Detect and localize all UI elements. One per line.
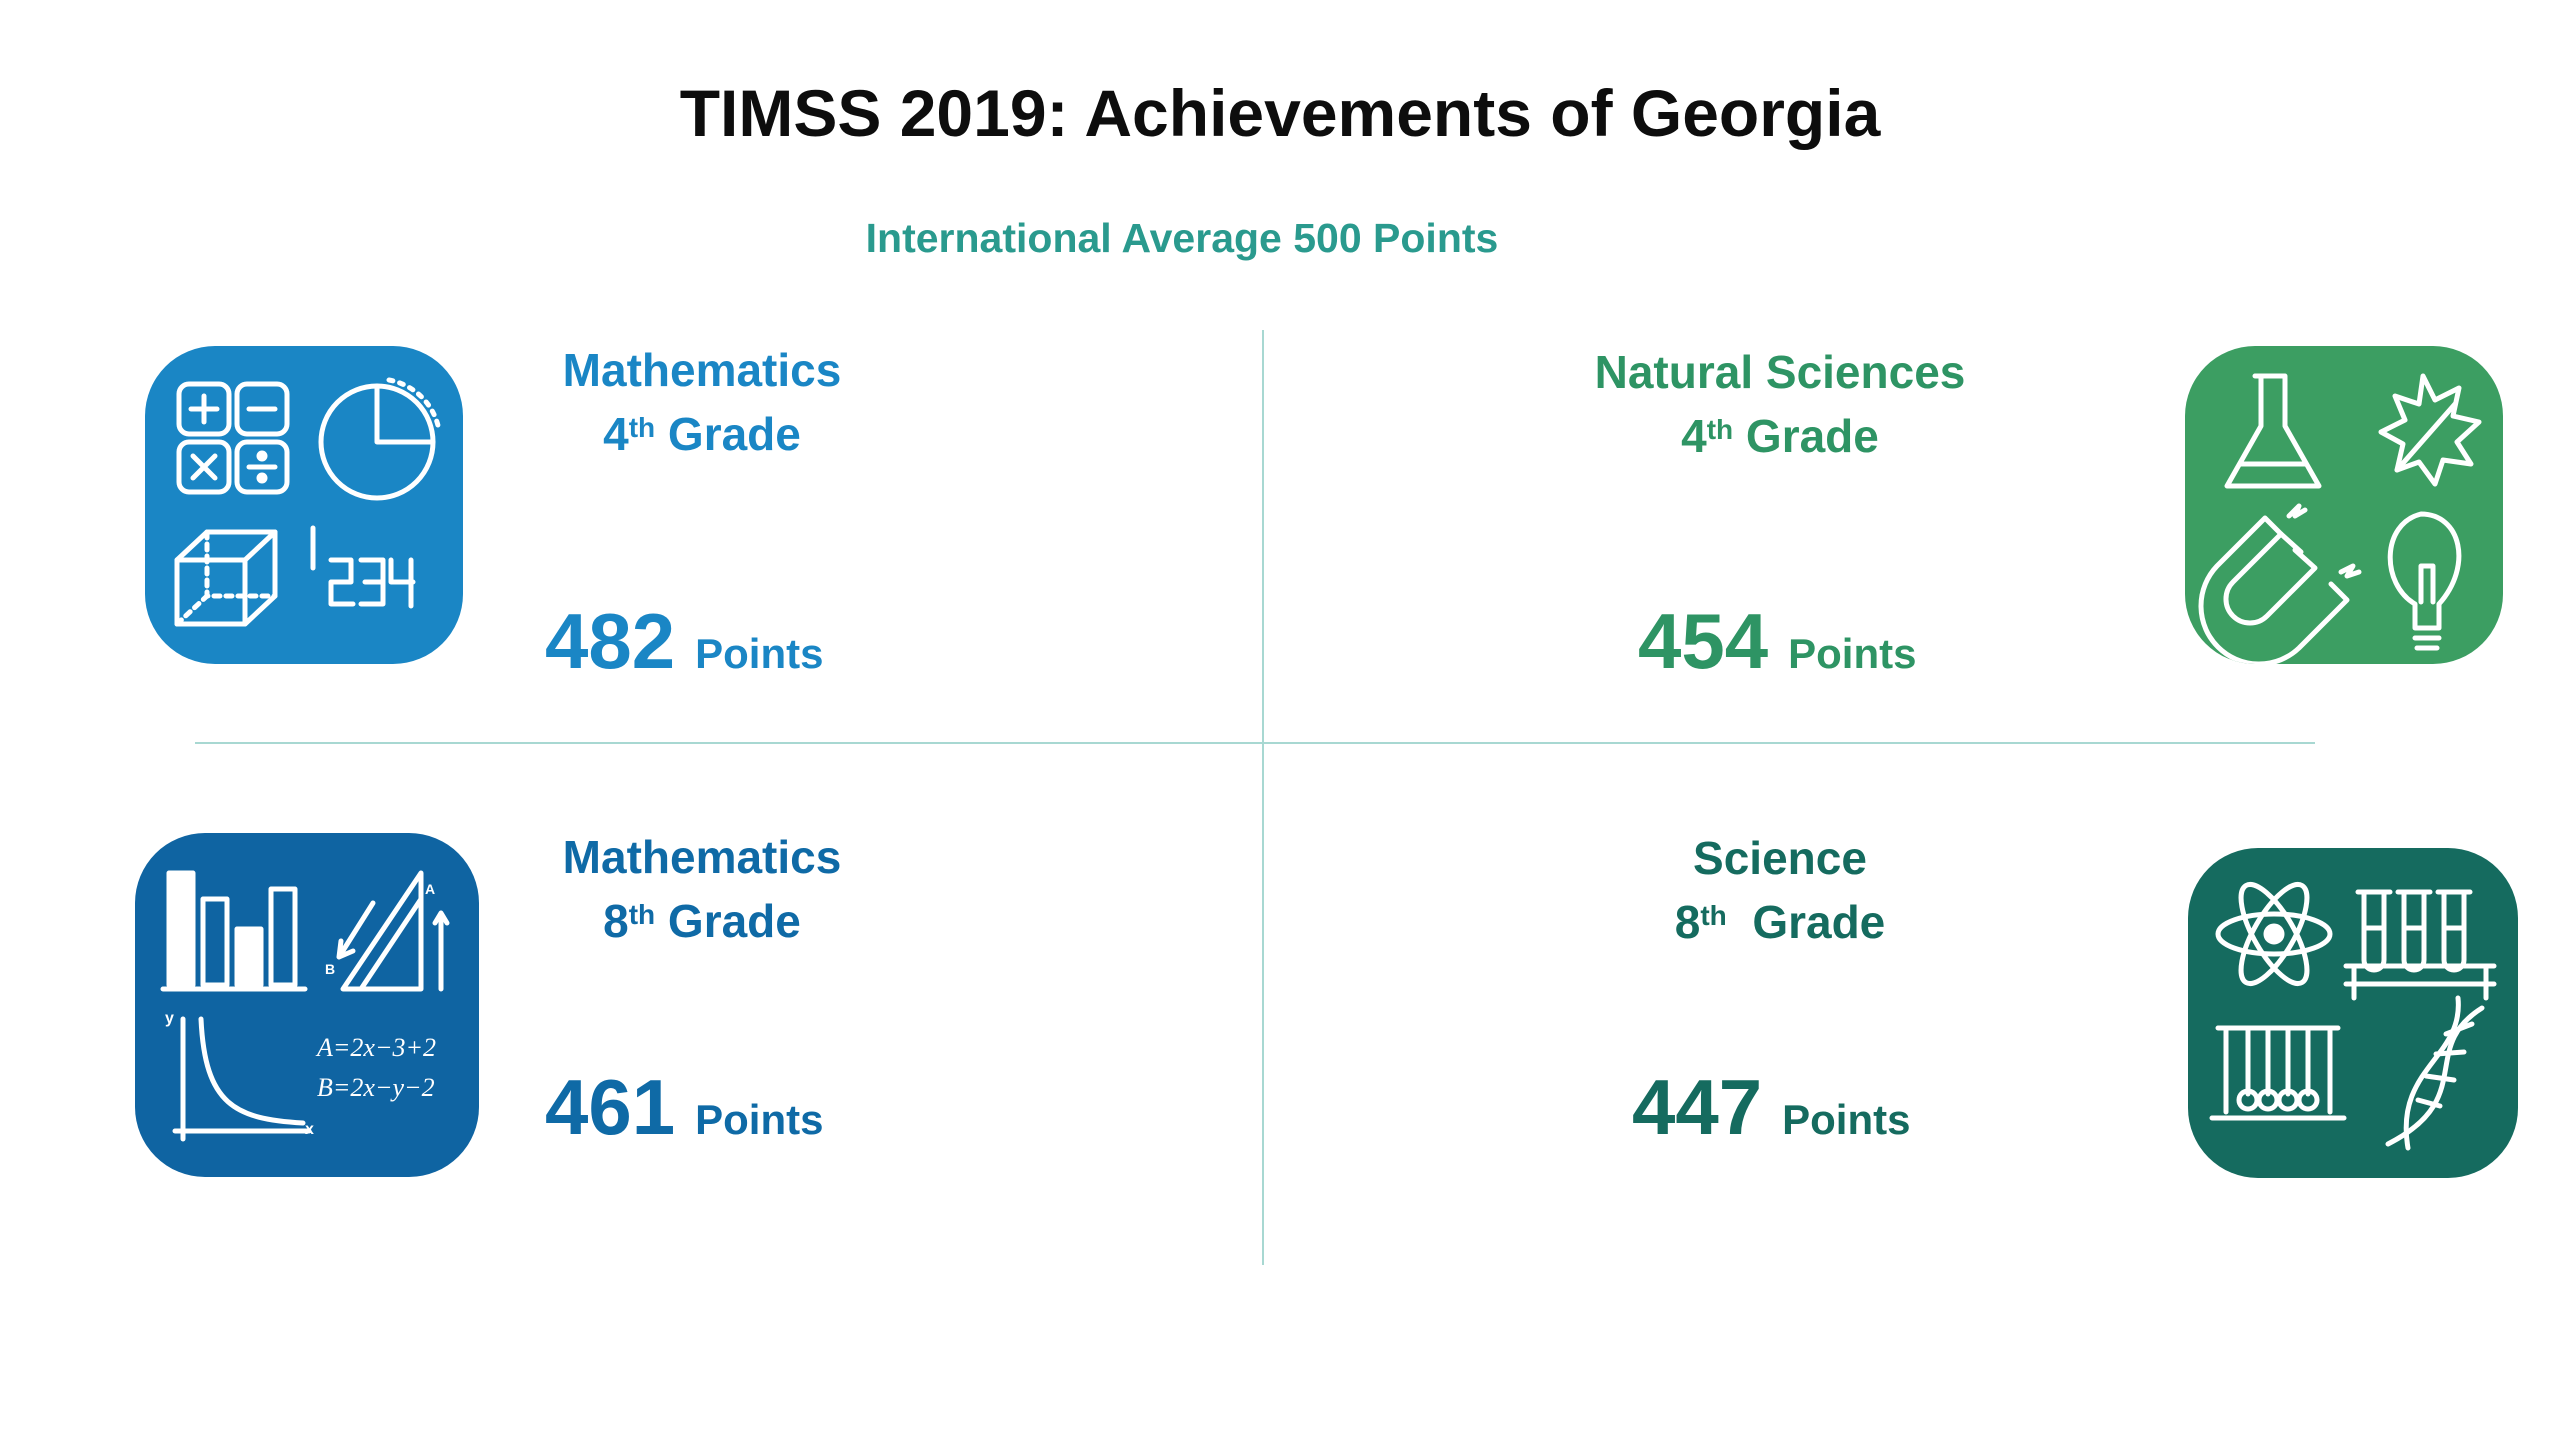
math-8th-subject: Mathematics [562,831,842,883]
math-4th-score: 482 Points [545,596,823,687]
score-unit: Points [1788,630,1917,677]
science-8th-heading: Science 8th Grade [1540,826,2020,954]
page-title: TIMSS 2019: Achievements of Georgia [679,76,1881,150]
score-value: 482 [545,597,676,685]
grade-word: Grade [1745,410,1879,462]
score-unit: Points [695,1096,824,1143]
grade-number: 4 [603,408,629,460]
science-8th-grade: 8th Grade [1540,890,2020,954]
score-value: 447 [1632,1063,1763,1151]
natural-sciences-4th-heading: Natural Sciences 4th Grade [1540,340,2020,468]
natural-sciences-4th-grade: 4th Grade [1540,404,2020,468]
grade-suffix: th [628,412,656,443]
vertical-divider [1262,330,1264,1265]
natural-sciences-4th-score: 454 Points [1638,596,1916,687]
math-4th-grade: 4th Grade [462,402,942,466]
math-8th-grade: 8th Grade [462,889,942,953]
formula-b: B=2x−y−2 [317,1073,435,1102]
triangle-label-b: B [325,961,336,977]
grade-number: 4 [1681,410,1707,462]
graph-formula-icon: y x A B A=2x−3+2 B=2x−y−2 [135,833,479,1177]
math-8th-score: 461 Points [545,1062,823,1153]
natural-sciences-4th-subject: Natural Sciences [1594,346,1966,398]
score-unit: Points [1782,1096,1911,1143]
grade-number: 8 [603,895,629,947]
score-value: 461 [545,1063,676,1151]
science-lab-icon [2185,346,2503,664]
grade-word: Grade [667,895,801,947]
grade-word: Grade [667,408,801,460]
math-8th-heading: Mathematics 8th Grade [462,825,942,953]
math-4th-subject: Mathematics [562,344,842,396]
horizontal-divider [195,742,2315,744]
score-value: 454 [1638,597,1769,685]
triangle-label-a: A [425,881,436,897]
score-unit: Points [695,630,824,677]
grade-word: Grade [1752,896,1886,948]
atom-dna-icon [2188,848,2518,1178]
axis-y-label: y [165,1010,174,1027]
calculator-icon [145,346,463,664]
grade-suffix: th [1706,414,1734,445]
science-8th-score: 447 Points [1632,1062,1910,1153]
grade-suffix: th [1700,900,1727,931]
grade-number: 8 [1674,896,1701,948]
grade-suffix: th [628,899,656,930]
formula-a: A=2x−3+2 [317,1033,437,1062]
math-4th-heading: Mathematics 4th Grade [462,338,942,466]
axis-x-label: x [305,1121,314,1138]
international-average-label: International Average 500 Points [865,215,1499,261]
science-8th-subject: Science [1693,832,1867,884]
